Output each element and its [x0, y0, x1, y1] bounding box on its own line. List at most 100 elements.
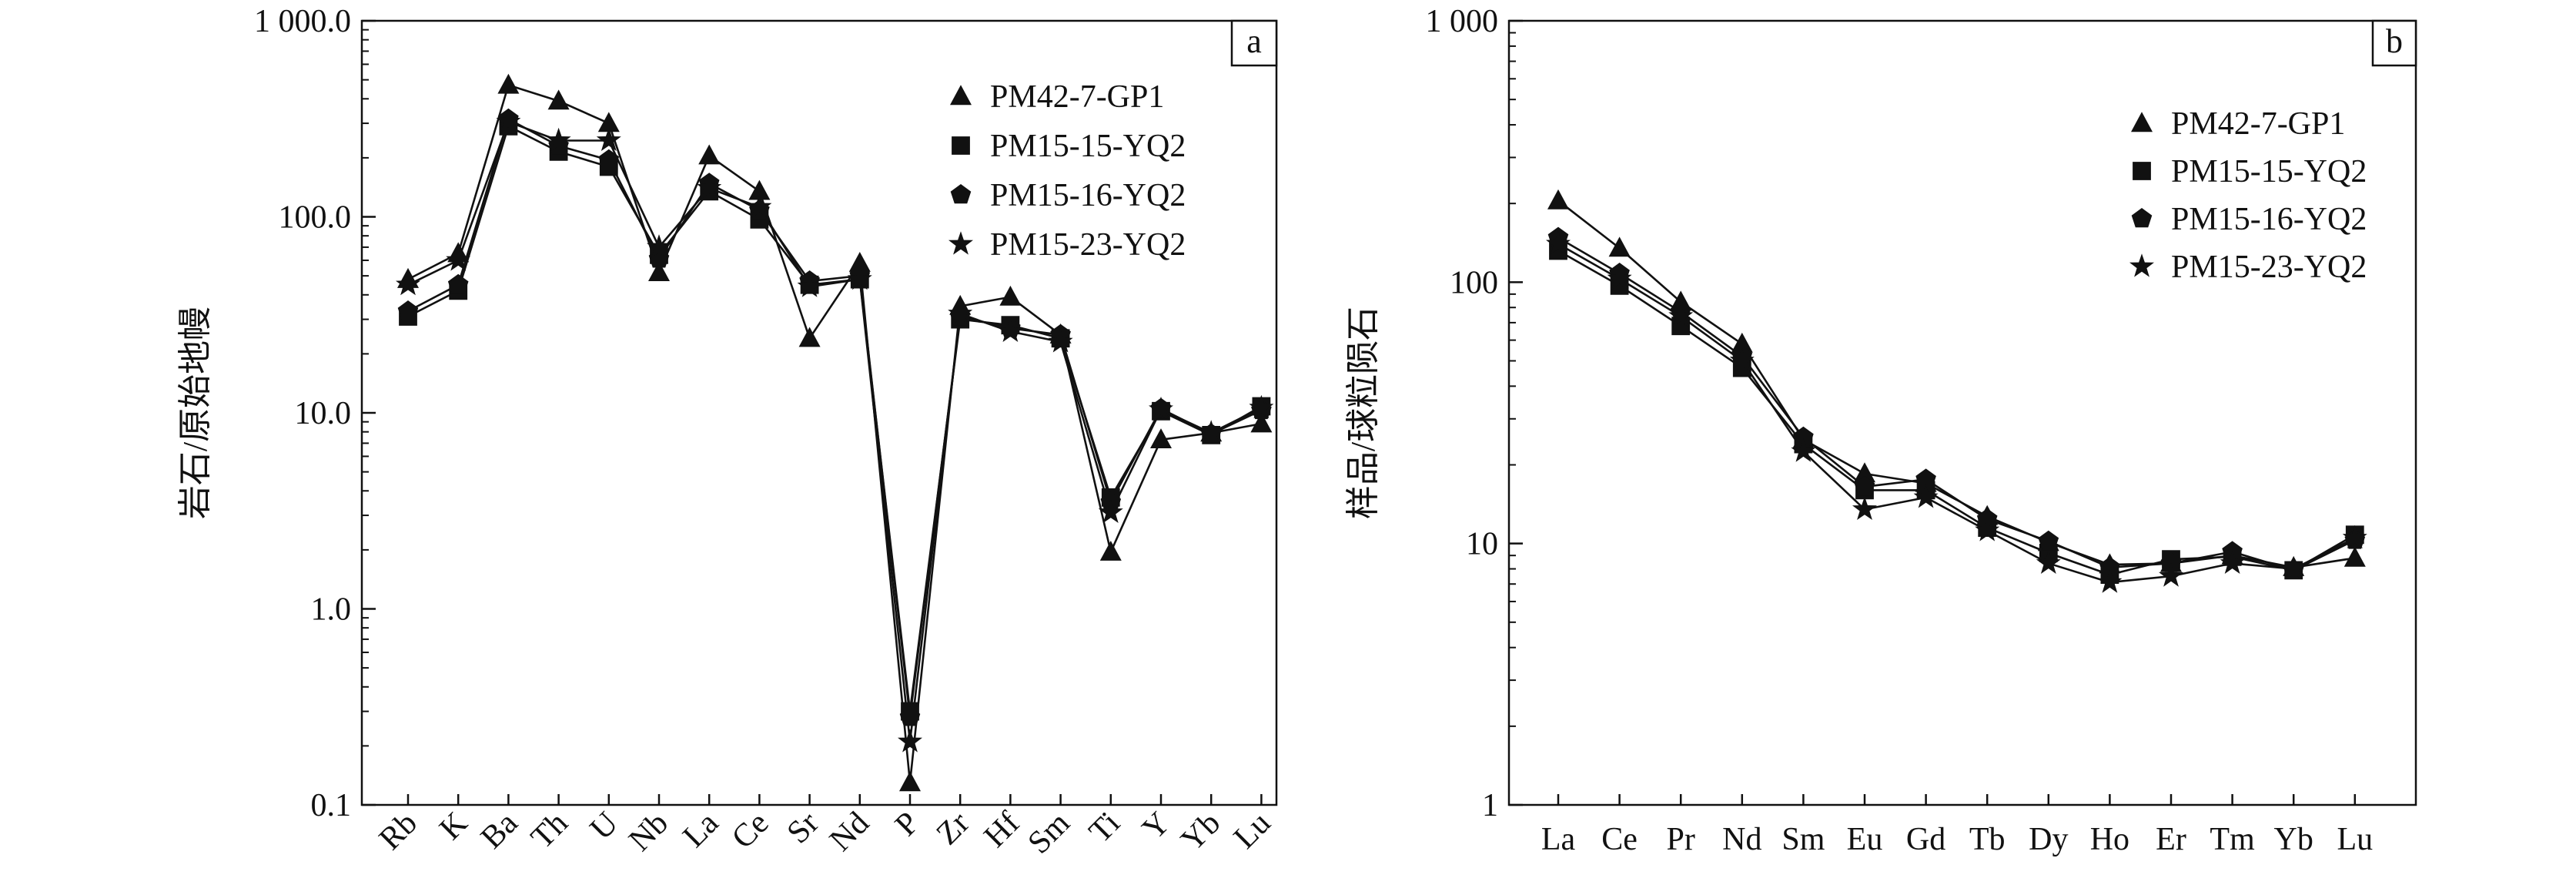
legend-label-pm15-15-yq2: PM15-15-YQ2 — [990, 129, 1186, 164]
data-point-pm42-7-gp1-ce — [748, 179, 771, 200]
data-point-pm42-7-gp1-th — [547, 89, 570, 110]
data-point-pm42-7-gp1-lu — [1250, 412, 1273, 433]
x-tick-label-rb: Rb — [373, 806, 424, 857]
x-tick-label-ce: Ce — [725, 806, 776, 857]
y-tick-label: 100 — [1450, 265, 1498, 300]
data-point-pm42-7-gp1-lu — [2343, 546, 2366, 567]
legend-label-pm42-7-gp1: PM42-7-GP1 — [990, 79, 1164, 115]
data-point-pm15-23-yq2-lu — [1249, 394, 1274, 419]
data-point-pm15-23-yq2-sm — [1791, 438, 1816, 462]
data-point-pm15-16-yq2-gd — [1915, 468, 1936, 488]
series-line-pm15-15-yq2 — [407, 125, 1263, 712]
data-point-pm15-23-yq2-nd — [1729, 347, 1755, 372]
data-point-pm42-7-gp1-nd — [848, 252, 871, 272]
data-point-pm42-7-gp1-p — [899, 771, 921, 792]
x-tick-label-ce: Ce — [1601, 822, 1638, 857]
panel-b-x-axis: La Ce Pr Nd Sm Eu Gd Tb Dy Ho Er Tm Yb Lu — [1541, 794, 2373, 857]
x-tick-label-la: La — [1541, 822, 1576, 857]
panel-b-y-axis: 1 10 100 1 000 — [1426, 4, 1523, 823]
series-line-pm42-7-gp1 — [407, 84, 1262, 784]
x-tick-label-ho: Ho — [2090, 822, 2129, 857]
legend-marker-pm15-15-yq2 — [2133, 162, 2151, 180]
data-point-pm15-23-yq2-er — [2159, 563, 2183, 587]
panel-b-label: b — [2386, 22, 2403, 60]
x-tick-label-ba: Ba — [474, 805, 525, 856]
x-tick-label-la: La — [676, 805, 725, 854]
x-tick-label-er: Er — [2156, 822, 2186, 857]
panel-a-label: a — [1246, 22, 1262, 60]
x-tick-label-nb: Nb — [622, 806, 675, 859]
x-tick-label-hf: Hf — [978, 806, 1027, 855]
data-point-pm15-23-yq2-ce — [1607, 266, 1632, 290]
data-point-pm42-7-gp1-eu — [1854, 462, 1875, 483]
x-tick-label-pr: Pr — [1667, 822, 1695, 857]
legend-marker-pm15-15-yq2 — [952, 136, 970, 155]
data-point-pm15-23-yq2-sm — [1048, 329, 1073, 353]
data-point-pm15-23-yq2-pr — [1668, 303, 1694, 327]
panel-a: 0.1 1.0 10.0 100.0 1 000.0 Rb K Ba Th UNb La Ce SrN… — [176, 4, 1277, 861]
data-point-pm42-7-gp1-ba — [497, 73, 520, 94]
panel-a-label-box — [1230, 19, 1278, 67]
x-tick-label-nd: Nd — [823, 806, 876, 859]
y-tick-label: 1.0 — [311, 592, 352, 628]
data-point-pm15-23-yq2-rb — [396, 272, 420, 296]
data-point-pm15-16-yq2-er — [2160, 552, 2182, 572]
data-point-pm15-23-yq2-dy — [2036, 550, 2061, 574]
x-tick-label-tb: Tb — [1969, 822, 2006, 857]
x-tick-label-gd: Gd — [1906, 822, 1945, 857]
data-point-pm42-7-gp1-nb — [648, 261, 670, 281]
data-point-pm42-7-gp1-la — [698, 144, 721, 165]
panel-a-legend: PM42-7-GP1 PM15-15-YQ2 PM15-16-YQ2 PM15-23-… — [948, 79, 1186, 263]
x-tick-label-k: K — [433, 806, 474, 847]
data-point-pm42-7-gp1-ce — [1608, 236, 1631, 257]
y-tick-label: 10.0 — [295, 396, 352, 431]
panel-a-y-axis: 0.1 1.0 10.0 100.0 1 000.0 — [254, 4, 376, 823]
panel-a-data — [396, 73, 1274, 792]
data-point-pm15-16-yq2-ho — [2099, 556, 2120, 576]
data-point-pm15-23-yq2-eu — [1852, 496, 1877, 520]
x-tick-label-th: Th — [524, 806, 575, 857]
data-point-pm15-16-yq2-p — [899, 706, 921, 726]
legend-marker-pm15-23-yq2 — [948, 231, 973, 255]
x-tick-label-lu: Lu — [2337, 822, 2373, 857]
x-tick-label-yb: Yb — [1174, 806, 1227, 859]
data-point-pm42-7-gp1-u — [597, 112, 620, 132]
x-tick-label-y: Y — [1136, 806, 1177, 847]
panel-b: 1 10 100 1 000 La Ce Pr Nd Sm Eu Gd Tb Dy Ho Er Tm Yb Lu… — [1344, 4, 2417, 857]
x-tick-label-zr: Zr — [930, 806, 977, 853]
data-point-pm42-7-gp1-sr — [798, 327, 821, 347]
data-point-pm15-23-yq2-tm — [2220, 550, 2245, 574]
data-point-pm15-16-yq2-dy — [2038, 530, 2059, 551]
legend-marker-pm42-7-gp1 — [2131, 112, 2153, 132]
x-tick-label-tm: Tm — [2210, 822, 2255, 857]
panel-b-legend: PM42-7-GP1 PM15-15-YQ2 PM15-16-YQ2 PM15-23-… — [2129, 106, 2367, 285]
series-line-pm15-23-yq2 — [407, 120, 1262, 743]
legend-label-pm15-23-yq2: PM15-23-YQ2 — [2171, 250, 2367, 285]
data-point-pm15-16-yq2-u — [598, 149, 620, 169]
series-line-pm15-16-yq2 — [1557, 236, 2356, 572]
y-tick-label: 10 — [1466, 527, 1498, 562]
data-point-pm15-23-yq2-y — [1149, 396, 1173, 421]
data-point-pm15-23-yq2-nb — [647, 234, 671, 258]
x-tick-label-nd: Nd — [1722, 822, 1761, 857]
data-point-pm15-23-yq2-p — [898, 729, 922, 753]
data-point-pm15-23-yq2-ho — [2097, 569, 2123, 593]
x-tick-label-p: P — [888, 806, 926, 843]
legend-label-pm15-16-yq2: PM15-16-YQ2 — [990, 178, 1186, 213]
y-tick-label: 0.1 — [311, 788, 352, 823]
panel-b-label-box — [2371, 19, 2417, 67]
data-point-pm15-23-yq2-zr — [948, 300, 973, 324]
x-tick-label-eu: Eu — [1847, 822, 1883, 857]
data-point-pm15-16-yq2-k — [447, 273, 469, 294]
data-point-pm15-23-yq2-la — [1546, 230, 1571, 255]
legend-label-pm15-16-yq2: PM15-16-YQ2 — [2171, 202, 2367, 237]
data-point-pm15-23-yq2-la — [697, 175, 722, 199]
series-line-pm15-23-yq2 — [1557, 243, 2356, 584]
data-point-pm15-23-yq2-tb — [1975, 518, 2000, 541]
data-point-pm42-7-gp1-hf — [999, 285, 1022, 306]
legend-marker-pm15-16-yq2 — [2131, 208, 2153, 228]
data-point-pm15-16-yq2-rb — [397, 300, 419, 320]
legend-marker-pm42-7-gp1 — [950, 85, 972, 106]
legend-label-pm42-7-gp1: PM42-7-GP1 — [2171, 106, 2345, 142]
